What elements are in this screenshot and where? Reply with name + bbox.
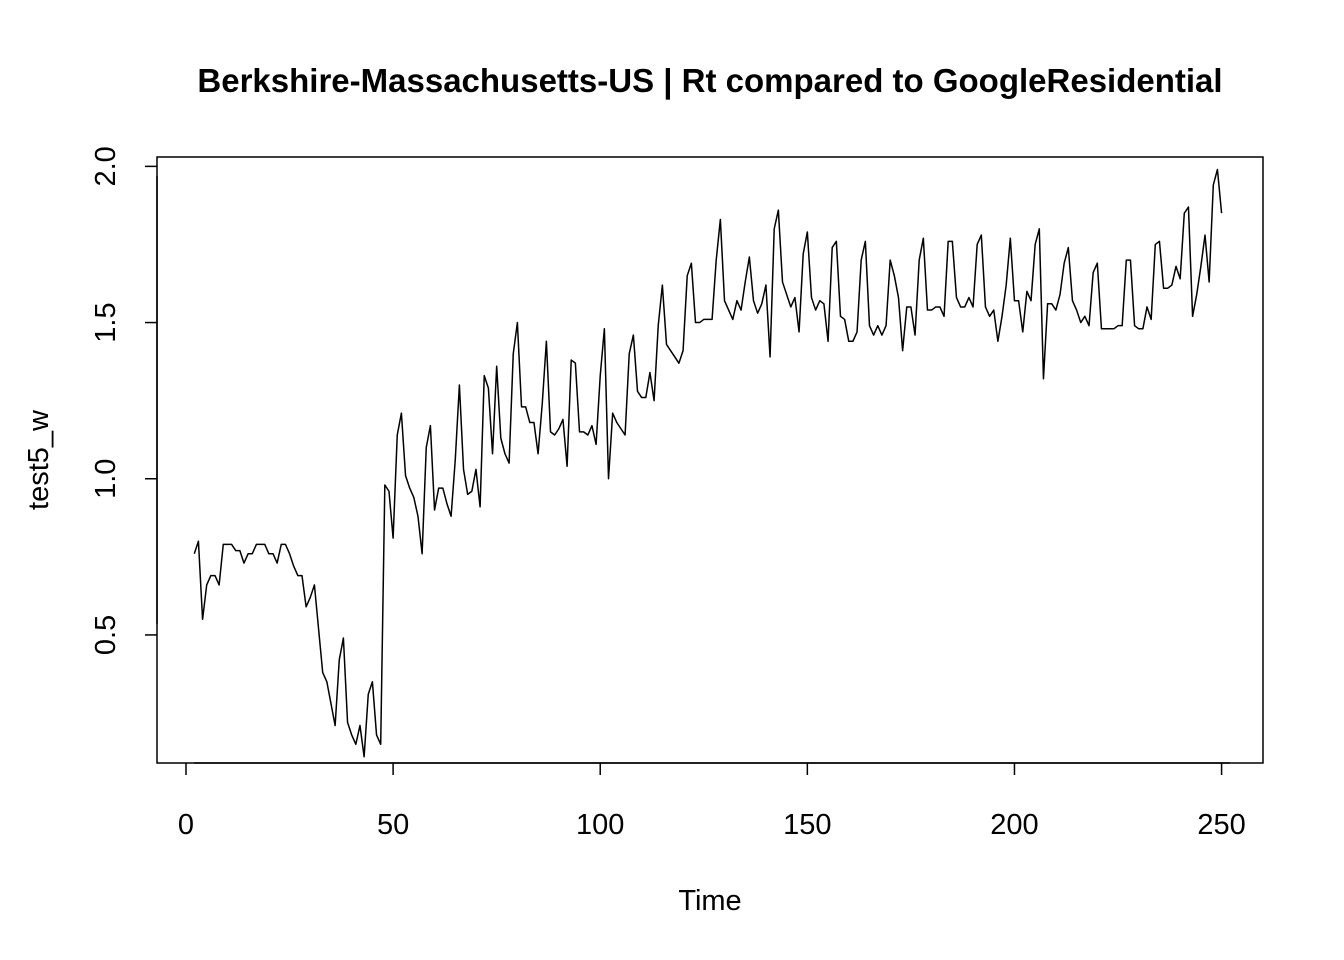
y-axis-label: test5_w xyxy=(23,409,55,510)
y-tick-label: 1.0 xyxy=(90,459,122,499)
chart-title: Berkshire-Massachusetts-US | Rt compared… xyxy=(197,62,1222,99)
x-axis: 0 50 100 150 200 250 xyxy=(178,762,1246,841)
x-tick-label: 250 xyxy=(1197,809,1245,841)
y-tick-label: 0.5 xyxy=(90,615,122,655)
x-tick-label: 50 xyxy=(377,809,409,841)
y-tick-label: 2.0 xyxy=(90,146,122,186)
y-axis: 0.5 1.0 1.5 2.0 xyxy=(90,146,158,655)
x-tick-label: 150 xyxy=(783,809,831,841)
x-tick-label: 100 xyxy=(576,809,624,841)
y-tick-label: 1.5 xyxy=(90,302,122,342)
x-tick-label: 200 xyxy=(990,809,1038,841)
x-axis-label: Time xyxy=(678,885,741,917)
series-line-test5-w xyxy=(193,168,1223,758)
x-tick-label: 0 xyxy=(178,809,194,841)
